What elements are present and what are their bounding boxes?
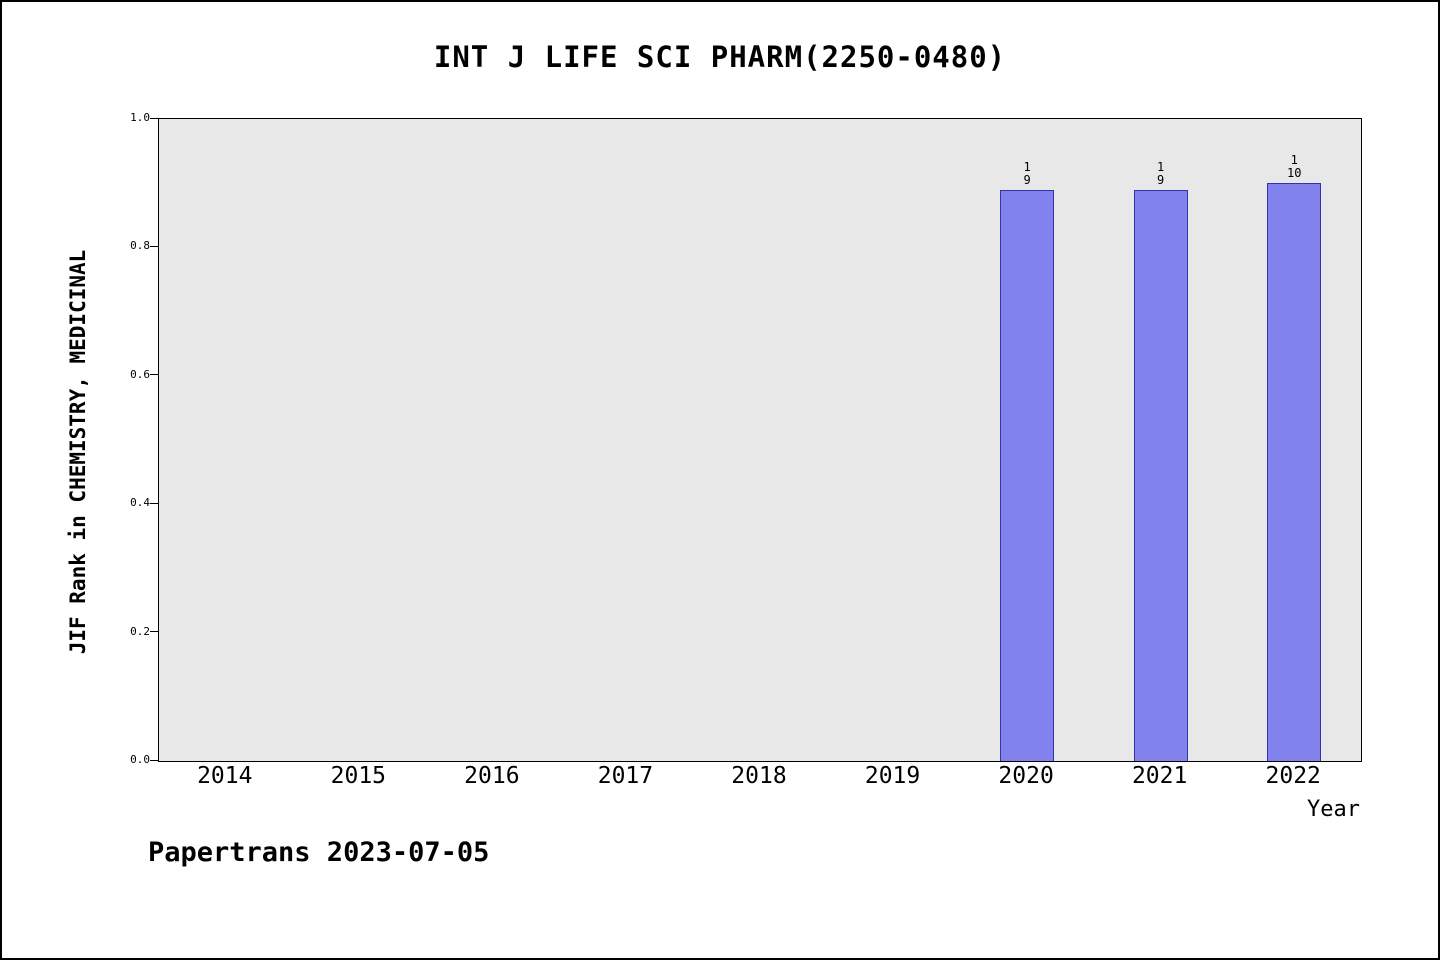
y-tick-mark — [150, 759, 158, 761]
bar-2020 — [1000, 190, 1055, 761]
y-tick-mark — [150, 245, 158, 247]
y-axis-label: JIF Rank in CHEMISTRY, MEDICINAL — [66, 249, 90, 655]
chart-title: INT J LIFE SCI PHARM(2250-0480) — [433, 40, 1007, 74]
bar-2022 — [1267, 183, 1322, 761]
y-tick-label: 0.2 — [130, 624, 150, 638]
watermark-text: Papertrans 2023-07-05 — [148, 837, 490, 868]
x-tick-label-2022: 2022 — [1265, 763, 1321, 789]
y-tick-mark — [150, 502, 158, 504]
x-axis-label: Year — [1307, 797, 1360, 822]
x-tick-label-2015: 2015 — [330, 763, 387, 789]
x-tick-label-2016: 2016 — [464, 763, 520, 789]
y-tick-label: 1.0 — [130, 111, 150, 124]
bar-value-label-line: 9 — [1157, 173, 1165, 188]
bar-value-label-line: 10 — [1286, 166, 1302, 181]
bar-value-label-line: 1 — [1157, 160, 1165, 175]
plot-area: 1 9 1 9 1 10 — [158, 118, 1362, 762]
y-tick-label: 0.8 — [130, 239, 150, 253]
bar-value-label-line: 1 — [1290, 153, 1298, 168]
x-tick-label-2021: 2021 — [1131, 763, 1188, 789]
x-tick-label-2020: 2020 — [998, 763, 1054, 789]
y-tick-label: 0.4 — [130, 496, 150, 510]
bar-value-label-line: 9 — [1023, 173, 1031, 188]
y-tick-label: 0.6 — [130, 367, 150, 381]
x-tick-label-2018: 2018 — [731, 763, 787, 789]
x-tick-label-2014: 2014 — [197, 763, 253, 789]
x-tick-label-2019: 2019 — [864, 763, 921, 789]
x-tick-label-2017: 2017 — [597, 763, 654, 789]
y-tick-label: 0.0 — [130, 753, 150, 766]
bar-value-label-line: 1 — [1023, 160, 1031, 175]
bar-2021 — [1133, 190, 1188, 761]
bar-value-label-2022: 1 10 — [1257, 154, 1331, 180]
y-tick-mark — [150, 374, 158, 376]
y-tick-mark — [150, 117, 158, 119]
y-tick-mark — [150, 631, 158, 633]
